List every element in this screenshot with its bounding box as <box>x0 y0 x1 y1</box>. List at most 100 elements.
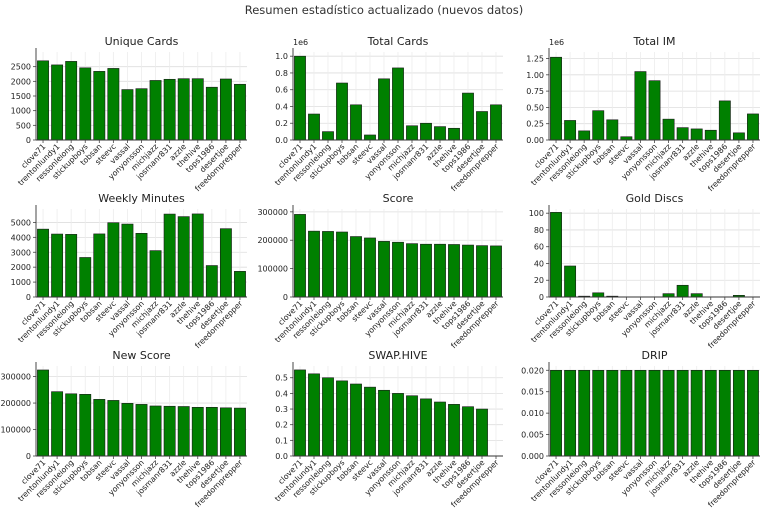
bar <box>392 67 404 141</box>
bar <box>732 369 745 457</box>
bar <box>149 250 162 298</box>
bar <box>308 113 320 141</box>
subplot-7: 0100000200000300000clove71trentonlundy1r… <box>0 349 247 508</box>
bar <box>294 55 306 141</box>
bar <box>234 83 246 141</box>
bar <box>704 129 717 141</box>
y-tick-label: 0.015 <box>521 388 544 397</box>
y-tick-label: 100000 <box>0 426 31 435</box>
bar <box>578 369 591 457</box>
y-tick-label: 0.0 <box>275 136 288 145</box>
bar <box>434 126 446 141</box>
bar <box>378 78 390 141</box>
bar <box>420 243 432 298</box>
y-tick-label: 0.50 <box>526 103 544 112</box>
bar <box>149 405 162 457</box>
bar <box>205 406 218 457</box>
y-tick-label: 80 <box>534 226 544 235</box>
bar <box>308 373 320 457</box>
bar <box>634 71 647 141</box>
subplot-3: 0.000.250.500.751.001.25clove71trentonlu… <box>526 35 760 193</box>
y-tick-label: 0.020 <box>521 366 544 375</box>
y-tick-label: 2000 <box>11 263 31 272</box>
bar <box>564 265 577 298</box>
bar <box>420 398 432 457</box>
bar <box>406 243 418 298</box>
bar <box>676 127 689 141</box>
bar <box>79 394 92 457</box>
bar <box>191 406 204 457</box>
y-tick-label: 1500 <box>11 92 31 101</box>
bar <box>191 213 204 298</box>
bar <box>135 404 148 457</box>
bar <box>107 68 120 141</box>
y-tick-label: 0 <box>26 136 31 145</box>
y-tick-label: 0.5 <box>275 374 288 383</box>
bar <box>93 71 106 141</box>
y-tick-label: 3000 <box>11 248 31 257</box>
bar <box>490 104 502 141</box>
bar <box>550 212 562 298</box>
bar <box>350 104 362 141</box>
bar <box>434 243 446 298</box>
y-tick-label: 0.3 <box>275 405 288 414</box>
y-tick-label: 0.010 <box>521 409 544 418</box>
bar <box>121 223 134 298</box>
bar <box>205 265 218 298</box>
bar <box>662 293 675 298</box>
subplot-title: Weekly Minutes <box>98 192 185 205</box>
subplot-title: SWAP.HIVE <box>368 349 427 362</box>
y-tick-label: 0.25 <box>526 120 544 129</box>
bar <box>490 245 502 298</box>
bar <box>308 230 320 298</box>
bar <box>662 369 675 457</box>
y-tick-label: 0 <box>26 452 31 461</box>
bar <box>620 369 633 457</box>
bar <box>51 233 64 298</box>
bar <box>462 244 474 298</box>
y-tick-label: 200000 <box>257 236 288 245</box>
y-tick-label: 0.75 <box>526 87 544 96</box>
figure-title: Resumen estadístico actualizado (nuevos … <box>244 3 524 17</box>
bar <box>37 228 49 298</box>
subplot-2: 0.00.20.40.60.81.0clove71trentonlundy1re… <box>273 35 503 193</box>
bar <box>718 100 731 141</box>
bar <box>234 407 246 457</box>
bar <box>93 399 106 457</box>
subplot-6: 020406080100clove71trentonlundy1ressonle… <box>529 192 760 350</box>
bar <box>578 130 591 141</box>
bar <box>378 241 390 298</box>
bar <box>364 134 376 141</box>
subplot-1: 05001000150020002500clove71trentonlundy1… <box>11 35 247 193</box>
bar <box>322 377 334 457</box>
bar <box>434 401 446 457</box>
y-tick-label: 60 <box>534 243 544 252</box>
subplot-title: New Score <box>112 349 171 362</box>
bar <box>718 369 731 457</box>
bar <box>364 237 376 298</box>
bar <box>93 233 106 298</box>
bar <box>163 405 176 457</box>
y-tick-label: 0.2 <box>275 421 288 430</box>
bar <box>690 128 703 141</box>
bar <box>322 231 334 298</box>
bar <box>690 293 703 298</box>
bar <box>732 132 745 141</box>
y-tick-label: 1.25 <box>526 55 544 64</box>
subplot-title: Gold Discs <box>626 192 684 205</box>
y-tick-label: 1000 <box>11 278 31 287</box>
bar <box>294 369 306 457</box>
bar <box>336 231 348 298</box>
bar <box>149 80 162 141</box>
bar <box>336 82 348 141</box>
bar <box>690 369 703 457</box>
y-tick-label: 0.1 <box>275 436 288 445</box>
bar <box>747 369 759 457</box>
y-tick-label: 5000 <box>11 218 31 227</box>
bar <box>219 78 232 141</box>
subplot-title: Unique Cards <box>105 35 179 48</box>
bar <box>322 131 334 141</box>
y-tick-label: 200000 <box>0 399 31 408</box>
bar <box>163 78 176 141</box>
